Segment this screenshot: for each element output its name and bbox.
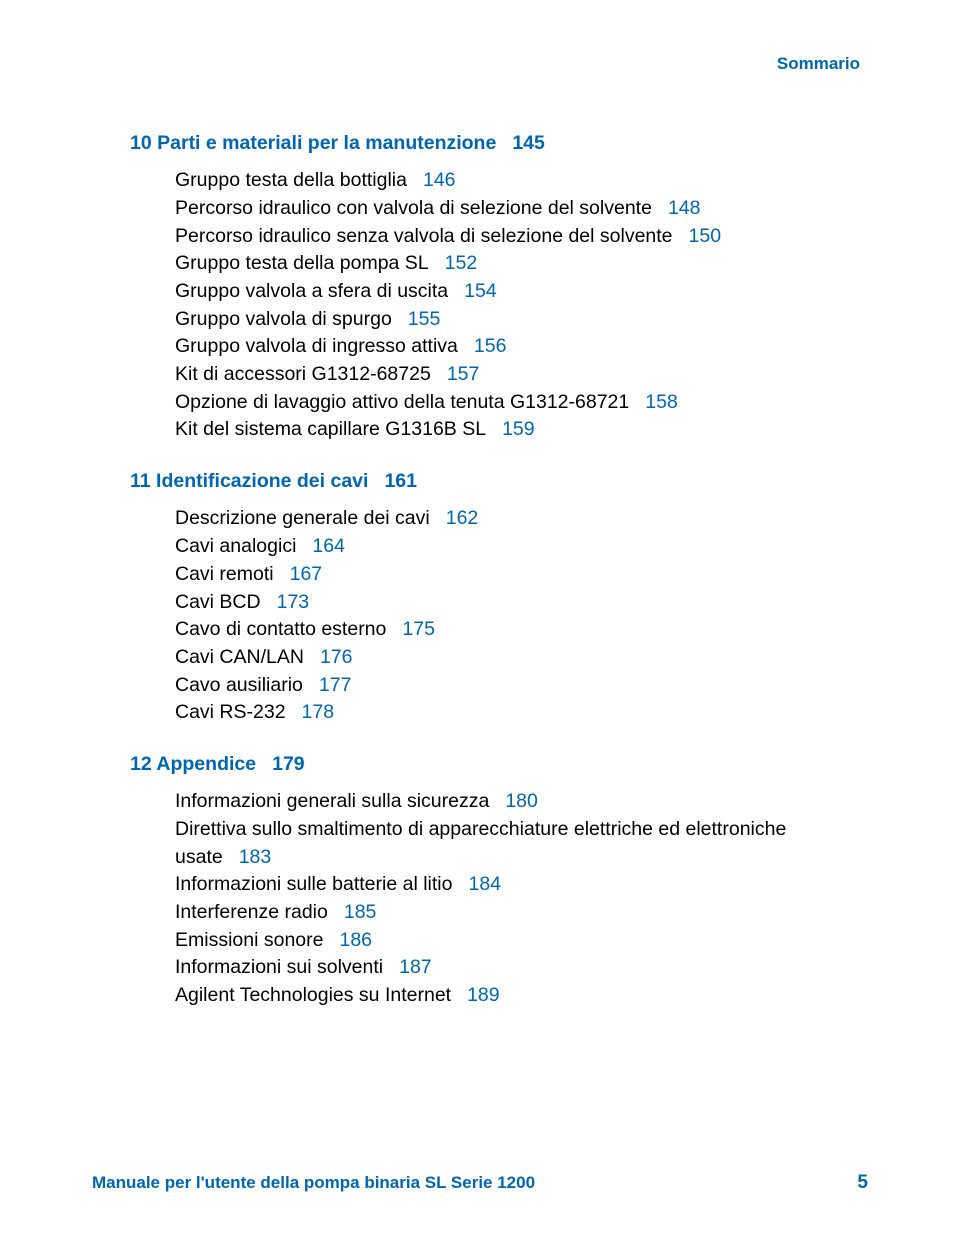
toc-entry: Gruppo valvola a sfera di uscita 154 [175,278,868,306]
chapter-heading: 11 Identificazione dei cavi161 [152,468,868,495]
entry-page: 150 [689,225,722,247]
entry-text: Informazioni generali sulla sicurezza [175,790,489,812]
entry-text: Percorso idraulico senza valvola di sele… [175,225,673,247]
entry-page: 164 [312,535,345,557]
entry-page: 186 [339,929,372,951]
entry-page: 152 [445,252,478,274]
section-10: 10 Parti e materiali per la manutenzione… [92,130,868,444]
entry-text: Cavo di contatto esterno [175,618,386,640]
entry-page: 180 [505,790,538,812]
entry-text: Gruppo valvola di ingresso attiva [175,335,458,357]
chapter-number: 11 [130,470,151,492]
toc-entry: Informazioni sui solventi 187 [175,954,868,982]
entry-text: Cavi analogici [175,535,296,557]
sub-items: Gruppo testa della bottiglia 146 Percorso… [175,167,868,444]
toc-entry: Cavi analogici 164 [175,533,868,561]
entry-text: Descrizione generale dei cavi [175,507,430,529]
entry-text: Kit di accessori G1312-68725 [175,363,431,385]
entry-text: Informazioni sui solventi [175,956,383,978]
toc-entry: Cavo ausiliario 177 [175,672,868,700]
entry-text: Gruppo testa della pompa SL [175,252,429,274]
entry-text: Percorso idraulico con valvola di selezi… [175,197,652,219]
entry-page: 159 [502,418,535,440]
entry-page: 177 [319,674,352,696]
toc-entry: Gruppo testa della bottiglia 146 [175,167,868,195]
chapter-title: Identificazione dei cavi [156,470,368,492]
page-footer: Manuale per l'utente della pompa binaria… [92,1172,868,1194]
toc-entry: Emissioni sonore 186 [175,927,868,955]
running-header: Sommario [92,54,868,74]
chapter-heading: 10 Parti e materiali per la manutenzione… [152,130,868,157]
entry-text: Cavi RS-232 [175,701,286,723]
entry-page: 156 [474,335,507,357]
entry-page: 184 [468,873,501,895]
entry-text: Cavo ausiliario [175,674,303,696]
toc-entry: Cavi CAN/LAN 176 [175,644,868,672]
toc-entry: Informazioni sulle batterie al litio 184 [175,871,868,899]
chapter-title: Parti e materiali per la manutenzione [157,132,496,154]
section-12: 12 Appendice 179 Informazioni generali su… [92,751,868,1010]
toc-entry: Interferenze radio 185 [175,899,868,927]
sub-items: Informazioni generali sulla sicurezza 180… [175,788,868,1010]
entry-text: Gruppo valvola a sfera di uscita [175,280,448,302]
entry-page: 155 [408,308,441,330]
chapter-number: 10 [130,132,152,154]
toc-entry: Direttiva sullo smaltimento di apparecch… [175,816,868,871]
footer-title: Manuale per l'utente della pompa binaria… [92,1173,535,1193]
entry-text: Kit del sistema capillare G1316B SL [175,418,486,440]
entry-text: Opzione di lavaggio attivo della tenuta … [175,391,629,413]
entry-page: 183 [239,846,272,868]
entry-text: Interferenze radio [175,901,328,923]
entry-page: 157 [447,363,480,385]
entry-text: Agilent Technologies su Internet [175,984,451,1006]
entry-page: 175 [402,618,435,640]
entry-text: Cavi BCD [175,591,261,613]
toc-entry: Gruppo testa della pompa SL 152 [175,250,868,278]
chapter-heading: 12 Appendice179 [152,751,868,778]
toc-entry: Cavi BCD 173 [175,589,868,617]
toc-entry: Kit del sistema capillare G1316B SL 159 [175,416,868,444]
entry-page: 167 [290,563,323,585]
toc-entry: Gruppo valvola di spurgo 155 [175,306,868,334]
entry-page: 154 [464,280,497,302]
entry-page: 173 [277,591,310,613]
toc-entry: Cavo di contatto esterno 175 [175,616,868,644]
entry-page: 187 [399,956,432,978]
toc-entry: Gruppo valvola di ingresso attiva 156 [175,333,868,361]
chapter-page: 145 [512,132,545,154]
chapter-number: 12 [130,753,152,775]
entry-text: Informazioni sulle batterie al litio [175,873,452,895]
entry-page: 176 [320,646,353,668]
chapter-page: 179 [272,753,305,775]
chapter-page: 161 [384,470,417,492]
entry-page: 189 [467,984,500,1006]
toc-entry: Agilent Technologies su Internet 189 [175,982,868,1010]
toc-entry: Cavi RS-232 178 [175,699,868,727]
entry-page: 162 [446,507,479,529]
sub-items: Descrizione generale dei cavi 162 Cavi an… [175,505,868,727]
entry-page: 146 [423,169,456,191]
entry-page: 148 [668,197,701,219]
entry-page: 158 [645,391,678,413]
entry-text: Cavi remoti [175,563,274,585]
toc-entry: Opzione di lavaggio attivo della tenuta … [175,389,868,417]
toc-entry: Percorso idraulico senza valvola di sele… [175,223,868,251]
toc-entry: Descrizione generale dei cavi 162 [175,505,868,533]
entry-page: 178 [302,701,335,723]
page-number: 5 [857,1172,868,1194]
entry-text: Gruppo valvola di spurgo [175,308,392,330]
toc-entry: Kit di accessori G1312-68725 157 [175,361,868,389]
chapter-title: Appendice [156,753,256,775]
entry-text: Emissioni sonore [175,929,323,951]
toc-entry: Cavi remoti 167 [175,561,868,589]
entry-text: Cavi CAN/LAN [175,646,304,668]
entry-text: Gruppo testa della bottiglia [175,169,407,191]
toc-entry: Percorso idraulico con valvola di selezi… [175,195,868,223]
toc-entry: Informazioni generali sulla sicurezza 180 [175,788,868,816]
entry-page: 185 [344,901,377,923]
section-11: 11 Identificazione dei cavi 161 Descrizio… [92,468,868,727]
